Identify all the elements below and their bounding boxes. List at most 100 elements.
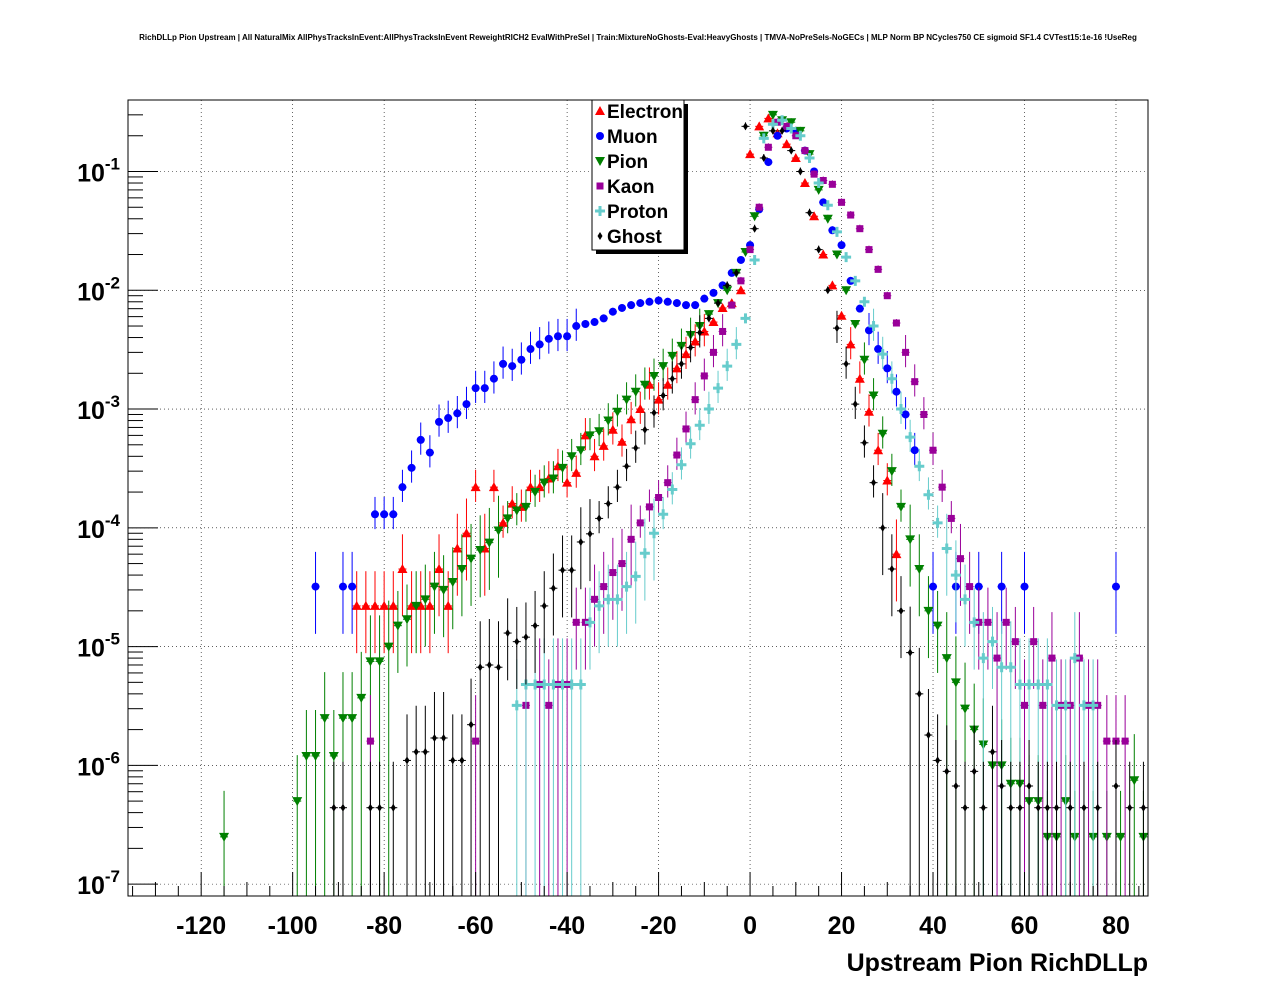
data-point — [413, 747, 419, 756]
data-point — [737, 277, 745, 285]
data-point — [681, 349, 692, 359]
data-point — [1035, 803, 1041, 812]
data-point — [781, 139, 792, 149]
data-point — [1069, 653, 1080, 664]
data-point — [859, 296, 870, 307]
data-point — [450, 756, 456, 765]
data-point — [804, 152, 815, 163]
data-point — [489, 374, 498, 383]
data-point — [429, 582, 440, 592]
data-point — [892, 319, 900, 327]
data-point — [630, 571, 641, 582]
data-point — [1103, 737, 1111, 745]
data-point — [688, 343, 694, 352]
data-point — [434, 564, 445, 574]
data-point — [370, 510, 379, 519]
data-point — [813, 185, 824, 195]
data-point — [470, 482, 481, 492]
data-point — [571, 467, 582, 477]
data-point — [337, 714, 348, 724]
data-point — [351, 600, 362, 610]
data-point — [1002, 618, 1010, 626]
data-point — [594, 427, 605, 437]
data-point — [855, 304, 864, 313]
data-point — [484, 538, 495, 548]
data-point — [746, 246, 754, 254]
data-point — [863, 406, 874, 416]
data-point — [813, 178, 824, 189]
data-point — [868, 391, 879, 401]
x-tick-label: -100 — [268, 912, 318, 940]
data-point — [517, 355, 526, 364]
data-point — [663, 297, 672, 306]
data-point — [731, 339, 742, 350]
axes: -120 -100 -80 -60 -40 -20 0 20 40 60 80 10-7 10-6 10-… — [77, 99, 1140, 940]
data-point — [539, 478, 550, 488]
data-point — [783, 122, 791, 130]
data-point — [1048, 654, 1056, 662]
data-point — [786, 123, 797, 134]
data-point — [1113, 782, 1119, 791]
data-point — [569, 566, 575, 575]
data-point — [749, 254, 760, 265]
data-point — [874, 345, 883, 354]
data-point — [978, 653, 989, 664]
data-point — [932, 621, 943, 631]
data-point — [505, 629, 511, 638]
data-point — [896, 404, 907, 415]
data-point — [544, 334, 553, 343]
data-point — [596, 514, 602, 523]
data-point — [845, 339, 856, 349]
data-point — [914, 565, 925, 575]
data-point — [626, 414, 637, 424]
data-point — [562, 477, 573, 487]
data-point — [669, 374, 675, 383]
data-point — [523, 633, 529, 642]
y-tick-label: 10-5 — [77, 630, 120, 663]
data-point — [616, 436, 627, 446]
data-point — [1024, 679, 1035, 690]
data-point — [801, 147, 809, 155]
data-point — [603, 594, 614, 605]
data-point — [584, 617, 595, 628]
data-point — [587, 529, 593, 538]
data-point — [898, 606, 904, 615]
data-point — [526, 345, 535, 354]
data-point — [1044, 803, 1050, 812]
data-point — [310, 751, 321, 761]
data-point — [736, 255, 745, 264]
data-point — [770, 126, 776, 135]
data-point — [590, 318, 599, 327]
data-point — [1088, 700, 1099, 711]
data-point — [1081, 803, 1087, 812]
legend-label: Electron — [607, 102, 683, 123]
data-point — [407, 463, 416, 472]
data-point — [752, 224, 758, 233]
data-point — [441, 733, 447, 742]
data-point — [422, 747, 428, 756]
data-point — [541, 601, 547, 610]
data-point — [389, 510, 398, 519]
data-point — [667, 351, 678, 361]
data-point — [1127, 803, 1133, 812]
data-point — [831, 226, 842, 237]
data-point — [980, 803, 986, 812]
data-point — [416, 435, 425, 444]
data-point — [758, 133, 769, 144]
data-point — [1054, 803, 1060, 812]
data-point — [877, 349, 888, 360]
data-point — [929, 582, 938, 591]
x-tick-label: -20 — [641, 912, 677, 940]
data-point — [398, 483, 407, 492]
data-point — [599, 314, 608, 323]
data-point — [301, 751, 312, 761]
data-point — [557, 679, 568, 690]
data-point — [1060, 700, 1071, 711]
data-point — [941, 543, 952, 554]
data-point — [658, 509, 669, 520]
data-point — [907, 648, 913, 657]
data-point — [589, 451, 600, 461]
data-point — [971, 767, 977, 776]
data-point — [841, 286, 852, 296]
data-point — [627, 535, 635, 543]
